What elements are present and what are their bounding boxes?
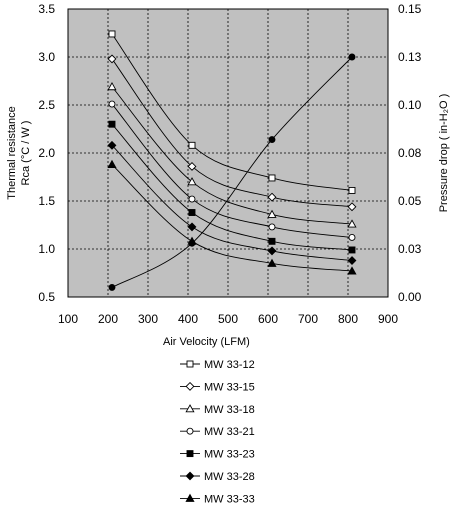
legend-marker <box>186 427 194 435</box>
legend-label: MW 33-23 <box>204 449 255 461</box>
data-point <box>268 237 276 245</box>
y-tick-label-left: 3.0 <box>38 50 55 64</box>
data-point <box>268 174 276 182</box>
legend-item: MW 33-23 <box>180 449 255 461</box>
x-tick-label: 800 <box>338 312 358 326</box>
series-line <box>111 86 353 225</box>
legend-item: MW 33-18 <box>180 404 255 416</box>
x-tick-label: 300 <box>138 312 158 326</box>
y-tick-label-right: 0.03 <box>398 242 422 256</box>
y-tick-label-left: 1.0 <box>38 242 55 256</box>
y-tick-label-left: 2.0 <box>38 146 55 160</box>
legend-item: MW 33-28 <box>180 471 255 483</box>
legend-label: MW 33-21 <box>204 426 255 438</box>
x-tick-label: 400 <box>178 312 198 326</box>
grid <box>68 9 388 297</box>
x-tick-label: 500 <box>218 312 238 326</box>
y-tick-label-left: 3.5 <box>38 2 55 16</box>
legend-label: MW 33-18 <box>204 404 255 416</box>
data-point <box>188 141 196 149</box>
series-line <box>111 103 353 238</box>
data-point <box>108 100 116 108</box>
series-line <box>111 123 353 251</box>
series-line <box>111 145 353 261</box>
legend-marker <box>185 471 195 481</box>
series-line <box>111 58 353 208</box>
series-line <box>111 164 353 272</box>
series-line <box>111 33 353 191</box>
data-point <box>187 177 197 186</box>
data-point <box>107 140 117 150</box>
data-point <box>347 256 357 265</box>
curves <box>111 33 353 288</box>
data-point <box>108 120 116 128</box>
data-point <box>267 246 277 256</box>
y-axis-label-right: Pressure drop ( in-H₂O ) <box>438 94 450 213</box>
x-tick-label: 100 <box>58 312 78 326</box>
legend-marker <box>185 381 195 391</box>
ticks: 100 200 300 400 500 600 700 800 900 0.5 1.0 1.5 2.0 2… <box>38 2 421 326</box>
y-tick-label-right: 0.00 <box>398 290 422 304</box>
data-point <box>267 258 277 267</box>
markers <box>107 30 357 291</box>
legend-marker <box>185 404 195 413</box>
y-tick-label-right: 0.10 <box>398 98 422 112</box>
data-point <box>268 223 276 231</box>
y-axis-label-left-line1: Thermal resistance <box>6 106 18 200</box>
y-tick-label-right: 0.13 <box>398 50 422 64</box>
data-point <box>188 195 196 203</box>
y-tick-label-right: 0.15 <box>398 2 422 16</box>
data-point <box>348 186 356 194</box>
legend-label: MW 33-33 <box>204 493 255 505</box>
y-tick-label-right: 0.05 <box>398 194 422 208</box>
legend-label: MW 33-28 <box>204 471 255 483</box>
data-point <box>267 192 277 202</box>
data-point <box>347 219 357 228</box>
data-point <box>108 30 116 38</box>
pressure-point <box>268 136 276 144</box>
legend-label: MW 33-15 <box>204 381 255 393</box>
data-point <box>267 209 277 218</box>
data-point <box>107 82 117 91</box>
legend-item: MW 33-12 <box>180 359 255 371</box>
x-tick-label: 900 <box>378 312 398 326</box>
x-axis-label: Air Velocity (LFM) <box>163 336 250 348</box>
legend-marker <box>185 493 195 502</box>
x-tick-label: 700 <box>298 312 318 326</box>
pressure-point <box>348 53 356 61</box>
data-point <box>188 209 196 216</box>
legend-marker <box>186 450 194 458</box>
x-tick-label: 200 <box>98 312 118 326</box>
data-point <box>107 159 117 168</box>
x-tick-label: 600 <box>258 312 278 326</box>
y-tick-label-left: 1.5 <box>38 194 55 208</box>
pressure-point <box>188 239 196 247</box>
data-point <box>187 222 197 232</box>
data-point <box>107 54 117 64</box>
legend: MW 33-12 MW 33-15 MW 33-18 MW 33-21 MW 33-23… <box>180 359 255 505</box>
legend-marker <box>186 360 194 368</box>
y-tick-label-right: 0.08 <box>398 146 422 160</box>
legend-label: MW 33-12 <box>204 359 255 371</box>
pressure-line <box>111 56 353 288</box>
y-tick-label-left: 2.5 <box>38 98 55 112</box>
data-point <box>347 266 357 275</box>
legend-item: MW 33-33 <box>180 493 255 505</box>
legend-item: MW 33-21 <box>180 426 255 438</box>
data-point <box>348 234 356 241</box>
y-tick-label-left: 0.5 <box>38 290 55 304</box>
pressure-point <box>108 283 116 291</box>
y-axis-label-left-line2: Rca (°C / W ) <box>20 121 32 186</box>
data-point <box>348 246 356 254</box>
legend-item: MW 33-15 <box>180 381 255 393</box>
data-point <box>347 202 357 212</box>
data-point <box>187 162 197 171</box>
